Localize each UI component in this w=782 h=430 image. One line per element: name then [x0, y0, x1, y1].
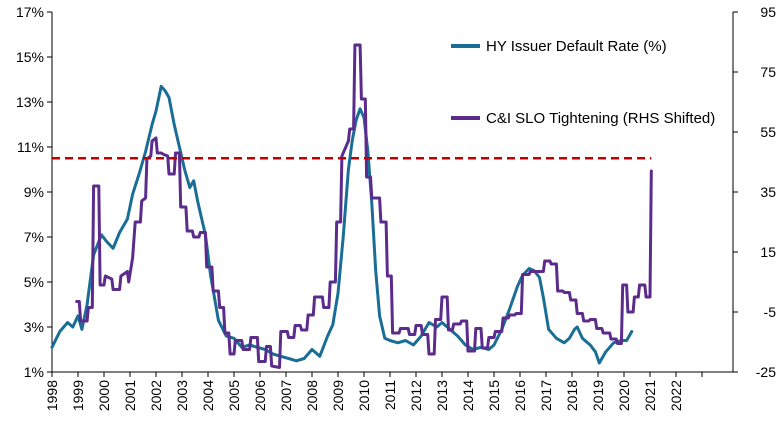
- x-axis-ticks: 1998 1999 2000 2001 2002 2003 2004 2005 2006 2007…: [44, 372, 703, 411]
- x-tick-label: 2016: [512, 380, 528, 411]
- x-tick-label: 2002: [148, 380, 164, 411]
- right-tick-label: 55: [760, 124, 776, 140]
- x-tick-label: 2017: [538, 380, 554, 411]
- legend: HY Issuer Default Rate (%) C&I SLO Tighte…: [451, 38, 715, 127]
- x-tick-label: 2010: [356, 380, 372, 411]
- x-tick-label: 2008: [304, 380, 320, 411]
- x-tick-label: 2018: [564, 380, 580, 411]
- x-tick-label: 2020: [616, 380, 632, 411]
- x-tick-label: 2000: [96, 380, 112, 411]
- left-tick-label: 3%: [24, 319, 44, 335]
- x-tick-label: 2021: [642, 380, 658, 411]
- x-tick-label: 2012: [408, 380, 424, 411]
- x-tick-label: 1998: [44, 380, 60, 411]
- right-tick-label: -25: [756, 364, 776, 380]
- series-line-2: [75, 43, 653, 369]
- x-tick-label: 2015: [486, 380, 502, 411]
- right-tick-label: 35: [760, 184, 776, 200]
- right-axis-ticks: -25 -5 15 35 55 75 95: [733, 4, 776, 380]
- legend-label-2: C&I SLO Tightening (RHS Shifted): [486, 110, 715, 127]
- left-tick-label: 9%: [24, 184, 44, 200]
- left-tick-label: 5%: [24, 274, 44, 290]
- right-tick-label: -5: [764, 304, 777, 320]
- left-tick-label: 15%: [16, 49, 44, 65]
- left-axis-ticks: 1% 3% 5% 7% 9% 11% 13% 15% 17%: [16, 4, 52, 380]
- x-tick-label: 2003: [174, 380, 190, 411]
- x-tick-label: 2014: [460, 380, 476, 411]
- x-tick-label: 2022: [668, 380, 684, 411]
- left-tick-label: 17%: [16, 4, 44, 20]
- x-tick-label: 2013: [434, 380, 450, 411]
- series-line-1: [50, 84, 634, 365]
- x-tick-label: 2011: [382, 380, 398, 410]
- left-tick-label: 11%: [17, 139, 44, 155]
- left-tick-label: 13%: [16, 94, 44, 110]
- left-tick-label: 1%: [24, 364, 44, 380]
- left-tick-label: 7%: [24, 229, 44, 245]
- x-tick-label: 2006: [252, 380, 268, 411]
- x-tick-label: 2001: [122, 380, 138, 411]
- right-tick-label: 95: [760, 4, 776, 20]
- x-tick-label: 1999: [70, 380, 86, 411]
- x-tick-label: 2005: [226, 380, 242, 411]
- x-tick-label: 2007: [278, 380, 294, 411]
- plot-area: [50, 12, 734, 373]
- x-tick-label: 2004: [200, 380, 216, 411]
- x-tick-label: 2009: [330, 380, 346, 411]
- x-tick-label: 2019: [590, 380, 606, 411]
- legend-label-1: HY Issuer Default Rate (%): [486, 38, 667, 55]
- right-tick-label: 75: [760, 64, 776, 80]
- right-tick-label: 15: [760, 244, 776, 260]
